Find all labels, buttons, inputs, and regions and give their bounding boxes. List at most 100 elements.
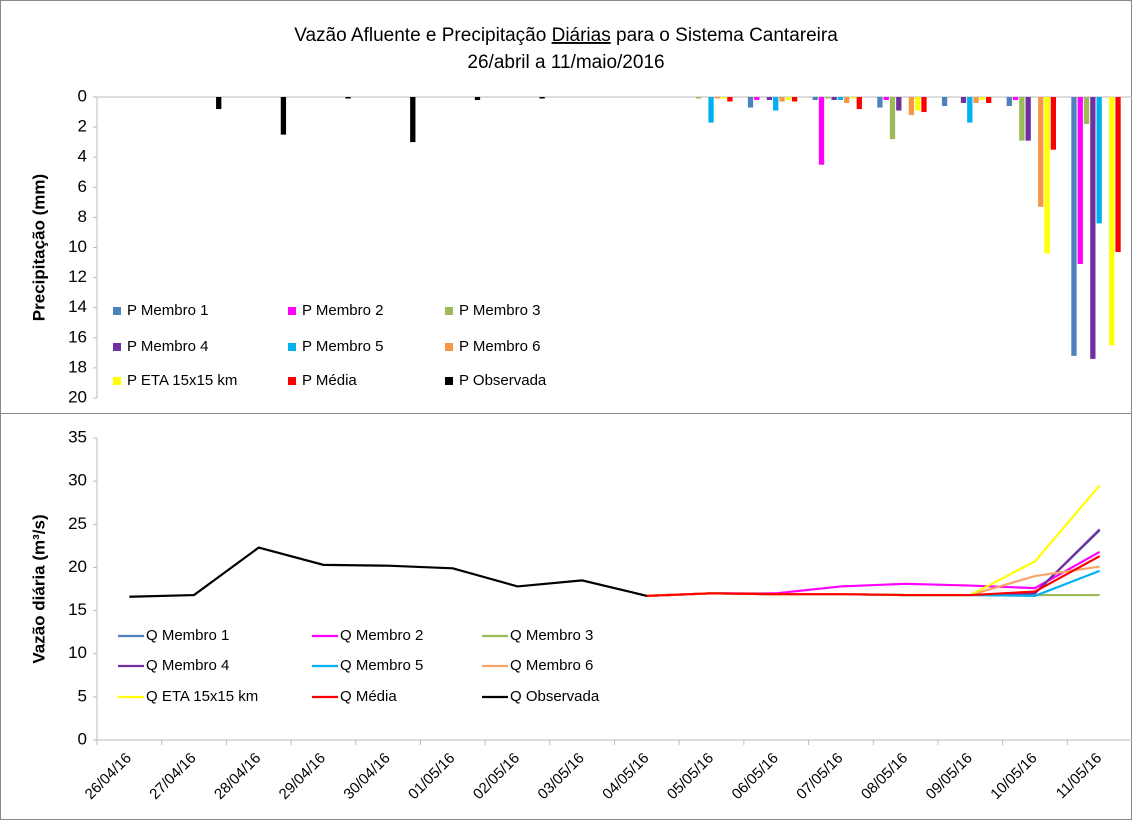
y-tick-label: 20 xyxy=(68,387,87,406)
bar xyxy=(773,97,779,111)
legend-swatch xyxy=(288,377,296,385)
bar xyxy=(877,97,883,108)
legend-swatch xyxy=(445,377,453,385)
legend-label: Q Membro 3 xyxy=(510,627,593,644)
legend-swatch xyxy=(113,343,121,351)
legend-label: Q Membro 4 xyxy=(146,657,229,674)
title-part: Vazão Afluente e Precipitação xyxy=(294,25,546,46)
bar xyxy=(410,97,416,143)
y-tick-label: 16 xyxy=(68,327,87,346)
bar xyxy=(747,97,754,108)
legend-label: Q ETA 15x15 km xyxy=(146,688,258,705)
bar xyxy=(1019,97,1025,141)
bar xyxy=(825,97,831,99)
bar xyxy=(1006,97,1012,107)
bar xyxy=(720,97,727,99)
legend-label: Q Membro 2 xyxy=(340,627,423,644)
bar xyxy=(908,97,915,116)
y-tick-label: 25 xyxy=(68,514,87,533)
legend-label: P Membro 6 xyxy=(459,338,540,355)
bar xyxy=(779,97,785,102)
bar xyxy=(1012,97,1019,101)
y-axis-title: Precipitação (mm) xyxy=(29,174,48,321)
bar xyxy=(844,97,850,104)
bar xyxy=(1025,97,1031,141)
bar xyxy=(889,97,896,140)
legend-label: P Membro 4 xyxy=(127,338,208,355)
legend-box xyxy=(100,296,562,398)
legend-label: Q Membro 1 xyxy=(146,627,229,644)
legend-swatch xyxy=(445,307,453,315)
legend-swatch xyxy=(288,343,296,351)
legend-swatch xyxy=(288,307,296,315)
y-tick-label: 2 xyxy=(78,117,87,136)
legend-label: P Observada xyxy=(459,372,547,389)
bar xyxy=(345,97,351,99)
bar xyxy=(1077,97,1083,265)
legend-swatch xyxy=(113,377,121,385)
legend-label: P Membro 2 xyxy=(302,302,383,319)
bar xyxy=(837,97,844,101)
y-tick-label: 6 xyxy=(78,177,87,196)
y-tick-label: 8 xyxy=(78,207,87,226)
title-part: para o Sistema Cantareira xyxy=(616,25,838,46)
bar xyxy=(812,97,818,101)
legend-box xyxy=(100,620,612,714)
legend-label: P Membro 3 xyxy=(459,302,540,319)
bar xyxy=(1109,97,1115,346)
chart-title: Vazão Afluente e Precipitação Diárias pa… xyxy=(294,25,838,46)
bar xyxy=(785,97,791,101)
y-tick-label: 5 xyxy=(78,686,87,705)
bar xyxy=(754,97,760,101)
bar xyxy=(766,97,773,101)
bar xyxy=(791,97,798,102)
y-tick-label: 4 xyxy=(78,147,87,166)
y-tick-label: 18 xyxy=(68,357,87,376)
bar xyxy=(941,97,948,107)
bar xyxy=(818,97,825,165)
bar xyxy=(1044,97,1050,254)
bar xyxy=(727,97,733,102)
legend-swatch xyxy=(445,343,453,351)
bar xyxy=(280,97,287,135)
bar xyxy=(1090,97,1096,359)
bar xyxy=(915,97,921,111)
bar xyxy=(1038,97,1044,207)
y-tick-label: 30 xyxy=(68,471,87,490)
bar xyxy=(986,97,992,104)
line-series xyxy=(646,555,1101,598)
legend-label: Q Observada xyxy=(510,688,600,705)
legend-label: P Membro 1 xyxy=(127,302,208,319)
y-tick-label: 20 xyxy=(68,557,87,576)
legend-label: P Média xyxy=(302,372,357,389)
legend-label: P ETA 15x15 km xyxy=(127,372,237,389)
legend-label: Q Média xyxy=(340,688,397,705)
bar xyxy=(967,97,973,123)
bar xyxy=(1050,97,1057,150)
bar xyxy=(216,97,222,110)
legend-label: Q Membro 5 xyxy=(340,657,423,674)
bar xyxy=(896,97,902,111)
title-part: Diárias xyxy=(552,25,611,46)
bar xyxy=(474,97,481,101)
bar xyxy=(695,97,702,99)
bar xyxy=(960,97,967,104)
bar xyxy=(1083,97,1090,125)
y-tick-label: 0 xyxy=(78,729,87,748)
line-series xyxy=(129,546,648,598)
bar xyxy=(1115,97,1121,253)
legend-swatch xyxy=(113,307,121,315)
bar xyxy=(1071,97,1077,356)
bar xyxy=(1096,97,1102,224)
bar xyxy=(973,97,979,104)
bar xyxy=(708,97,714,123)
bar xyxy=(921,97,927,113)
legend-label: Q Membro 6 xyxy=(510,657,593,674)
bar xyxy=(850,97,856,99)
y-tick-label: 35 xyxy=(68,427,87,446)
y-tick-label: 10 xyxy=(68,237,87,256)
y-tick-label: 15 xyxy=(68,600,87,619)
bar xyxy=(831,97,837,101)
chart-subtitle: 26/abril a 11/maio/2016 xyxy=(467,52,664,73)
